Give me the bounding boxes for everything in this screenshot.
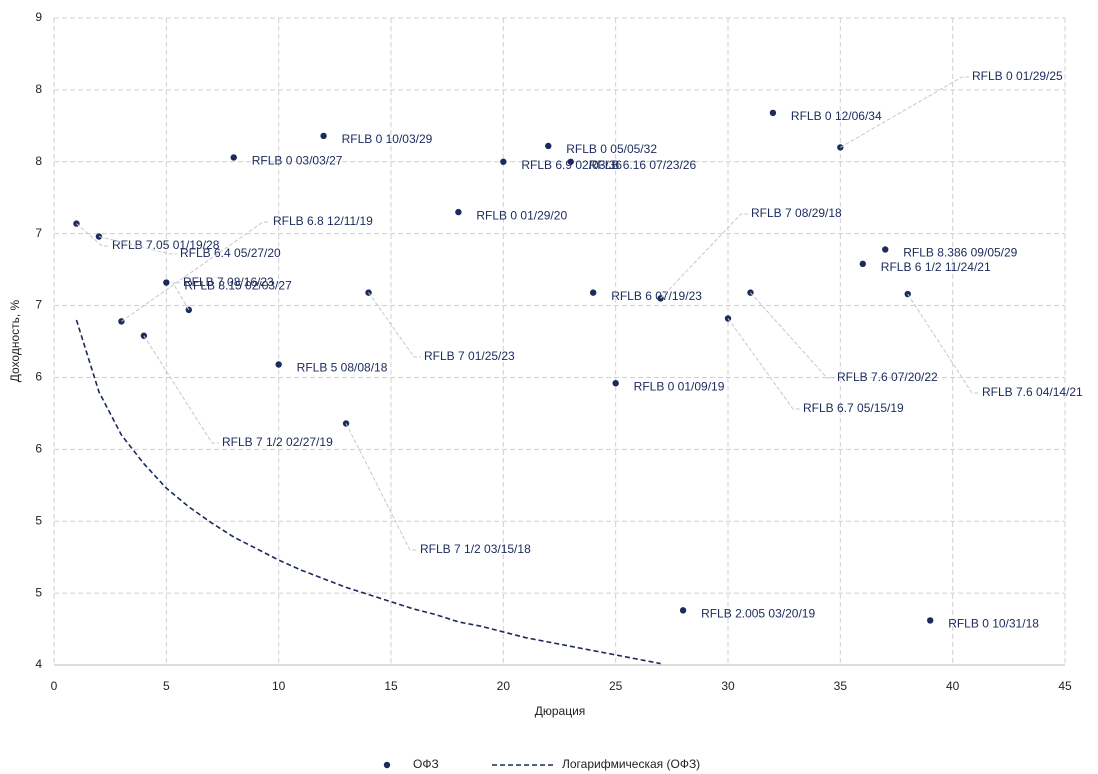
y-tick-label: 4 <box>35 657 42 671</box>
y-tick-label: 8 <box>35 82 42 96</box>
point <box>545 142 552 150</box>
legend-label: ОФЗ <box>413 757 439 771</box>
point-label: RFLB 6 07/19/23 <box>611 289 702 303</box>
point <box>612 379 619 387</box>
leader-line <box>76 223 109 247</box>
point-label: RFLB 7.05 01/19/28 <box>112 238 220 252</box>
point <box>320 132 327 140</box>
leader-line <box>368 292 421 358</box>
point-label: RFLB 6.4 05/27/20 <box>180 246 281 260</box>
y-tick-label: 5 <box>35 513 42 527</box>
legend-label: Логарифмическая (ОФЗ) <box>562 757 700 771</box>
point <box>230 154 237 161</box>
point <box>590 289 597 296</box>
point-label: RFLB 6.8 12/11/19 <box>273 214 373 228</box>
leader-line <box>727 318 800 410</box>
point-label: RFLB 0 10/03/29 <box>342 132 433 146</box>
y-tick-label: 9 <box>35 10 42 24</box>
x-axis-label: Дюрация <box>535 704 586 718</box>
x-tick-label: 10 <box>272 679 286 693</box>
point-label: RFLB 7.6 07/20/22 <box>837 370 938 384</box>
x-tick-label: 20 <box>497 679 511 693</box>
x-tick-label: 15 <box>384 679 398 693</box>
point-label: RFLB 0 03/03/27 <box>252 154 343 168</box>
y-tick-label: 7 <box>35 226 42 240</box>
point-label: RFLB 7 01/25/23 <box>424 349 515 363</box>
x-tick-label: 25 <box>609 679 623 693</box>
point <box>567 158 574 165</box>
point-label: RFLB 7 1/2 02/27/19 <box>222 435 333 449</box>
y-tick-label: 5 <box>35 585 42 599</box>
y-tick-label: 6 <box>35 442 42 456</box>
leader-line <box>143 335 219 444</box>
leader-line <box>98 236 177 255</box>
point-label: RFLB 7 1/2 03/15/18 <box>420 542 531 556</box>
point <box>769 109 777 117</box>
y-tick-label: 8 <box>35 154 42 168</box>
point <box>365 289 372 296</box>
point-label: RFLB 5 08/08/18 <box>297 361 388 375</box>
point <box>163 279 170 286</box>
point-label: RFLB 7.6 04/14/21 <box>982 385 1083 399</box>
x-tick-label: 5 <box>163 679 170 693</box>
leader-line <box>840 76 969 148</box>
y-tick-label: 7 <box>35 298 42 312</box>
legend-marker <box>383 761 391 769</box>
point <box>882 246 889 253</box>
point <box>927 617 934 624</box>
leader-line <box>660 213 748 299</box>
point-label: RFLB 6.9 02/03/36 <box>521 158 622 172</box>
point-label: RFLB 2.005 03/20/19 <box>701 607 815 621</box>
trend-line <box>75 319 661 665</box>
leader-line <box>345 423 417 551</box>
point-label: RFLB 0 01/29/20 <box>476 208 567 222</box>
point-label: RFLB 6.16 07/23/26 <box>589 158 697 172</box>
point-label: RFLB 0 05/05/32 <box>566 142 657 156</box>
point <box>500 158 507 165</box>
x-tick-label: 40 <box>946 679 960 693</box>
point-label: RFLB 0 10/31/18 <box>948 617 1039 631</box>
point <box>455 208 462 216</box>
point <box>679 607 687 614</box>
x-tick-label: 0 <box>51 679 58 693</box>
x-tick-label: 30 <box>721 679 735 693</box>
point-label: RFLB 7 08/16/23 <box>183 275 274 289</box>
point-label: RFLB 0 01/09/19 <box>634 379 725 393</box>
x-tick-label: 35 <box>834 679 848 693</box>
x-tick-label: 45 <box>1058 679 1072 693</box>
point-label: RFLB 6 1/2 11/24/21 <box>881 260 991 274</box>
y-tick-label: 6 <box>35 370 42 384</box>
leader-line <box>121 221 270 322</box>
point-label: RFLB 6.7 05/15/19 <box>803 401 904 415</box>
leader-line <box>750 292 834 379</box>
y-axis-label: Доходность, % <box>8 299 22 382</box>
point-label: RFLB 8.386 09/05/29 <box>903 246 1017 260</box>
leader-line <box>907 293 979 394</box>
leader-line <box>172 282 190 311</box>
point <box>275 361 282 368</box>
point-label: RFLB 0 01/29/25 <box>972 69 1063 83</box>
point <box>342 420 350 427</box>
point <box>859 260 866 268</box>
point-label: RFLB 8.15 02/03/27 <box>184 279 292 293</box>
point-label: RFLB 0 12/06/34 <box>791 109 882 123</box>
point-label: RFLB 7 08/29/18 <box>751 206 842 220</box>
